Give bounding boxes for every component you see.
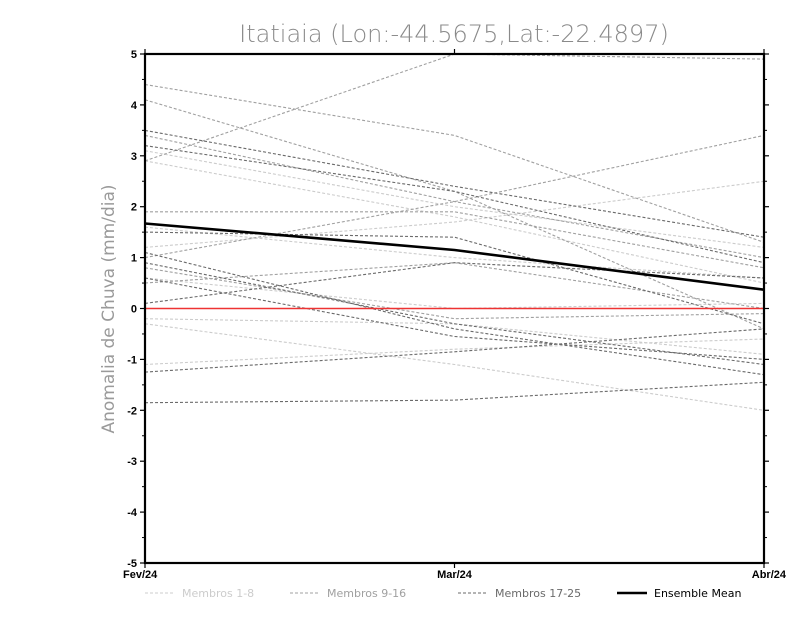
- member-line-group1-8: [144, 323, 765, 411]
- member-line-group2-1: [144, 83, 765, 243]
- y-tick-label: 3: [131, 151, 137, 163]
- member-line-group2-5: [145, 211, 765, 269]
- member-line-group3-5: [144, 262, 765, 304]
- member-line-group1-3: [144, 180, 765, 248]
- y-tick-label: 2: [131, 202, 137, 214]
- y-tick-label: -1: [127, 354, 137, 366]
- member-line-group1-2: [144, 160, 765, 284]
- chart-title: Itatiaia (Lon:-44.5675,Lat:-22.4897): [239, 20, 669, 48]
- member-line-group2-2: [144, 99, 765, 330]
- member-line-group3-9: [144, 277, 765, 360]
- y-axis-label: Anomalia de Chuva (mm/dia): [99, 184, 119, 433]
- y-tick-label: -3: [127, 456, 137, 468]
- ensemble-mean-layer: [144, 222, 765, 291]
- member-line-group2-8: [144, 267, 765, 320]
- y-tick-label: 5: [131, 49, 137, 61]
- series-layer: [144, 53, 765, 411]
- y-tick-label: 1: [131, 253, 137, 265]
- y-tick-label: -2: [127, 405, 137, 417]
- legend-label-group2: Membros 9-16: [327, 587, 406, 600]
- y-tick-label: 4: [131, 100, 138, 112]
- member-line-group2-3: [144, 53, 765, 162]
- member-line-group3-6: [144, 251, 765, 376]
- legend-label-group1: Membros 1-8: [182, 587, 254, 600]
- member-line-group2-7: [144, 262, 765, 310]
- member-line-group2-6: [144, 134, 765, 259]
- y-tick-label: 0: [131, 304, 137, 316]
- member-line-group1-7: [144, 338, 765, 366]
- member-line-group3-8: [144, 381, 765, 404]
- x-tick-label: Abr/24: [752, 569, 787, 581]
- legend: Membros 1-8 Membros 9-16 Membros 17-25 Ense…: [145, 587, 741, 600]
- x-tick-label: Mar/24: [437, 569, 473, 581]
- legend-label-mean: Ensemble Mean: [654, 587, 741, 600]
- member-line-group1-6: [144, 318, 765, 355]
- member-line-group3-1: [144, 129, 765, 238]
- y-tick-label: -5: [127, 558, 137, 570]
- member-line-group1-5: [144, 277, 765, 310]
- ensemble-mean-line: [144, 222, 765, 291]
- member-line-group2-4: [144, 134, 765, 259]
- legend-label-group3: Membros 17-25: [495, 587, 581, 600]
- member-line-group3-4: [144, 262, 765, 366]
- member-line-group3-7: [144, 328, 765, 373]
- member-line-group1-4: [144, 226, 765, 279]
- member-line-group3-2: [144, 145, 765, 264]
- member-line-group1-1: [144, 150, 765, 248]
- x-tick-label: Fev/24: [123, 569, 158, 581]
- y-tick-label: -4: [127, 507, 138, 519]
